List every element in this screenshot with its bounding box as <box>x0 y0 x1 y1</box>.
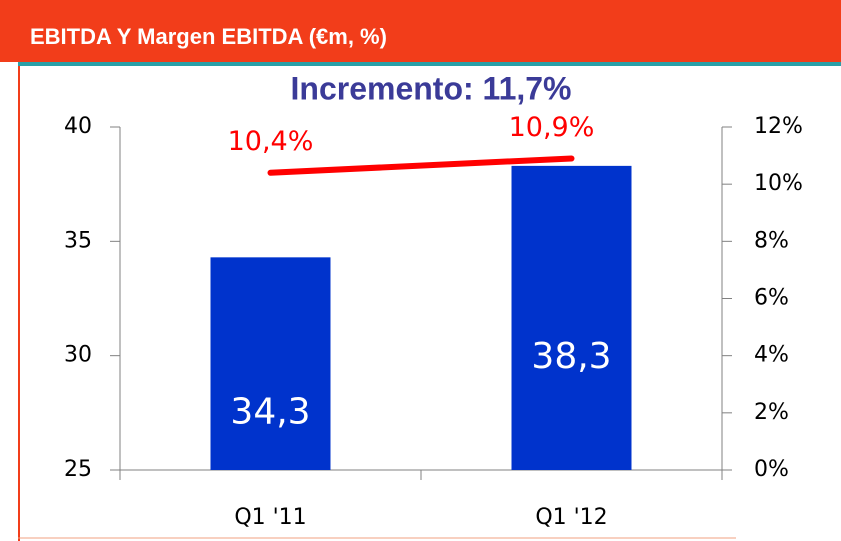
y2-tick-label: 2% <box>754 400 789 425</box>
bar <box>511 165 632 470</box>
x-tick-label: Q1 '11 <box>234 505 306 530</box>
bar-label: 38,3 <box>531 336 611 377</box>
bar-label: 34,3 <box>230 392 310 433</box>
y-tick-label: 30 <box>64 343 92 368</box>
header-rule <box>18 62 841 66</box>
y2-tick-label: 10% <box>754 171 803 196</box>
y2-tick-label: 4% <box>754 343 789 368</box>
line-label: 10,4% <box>228 126 314 157</box>
x-tick-label: Q1 '12 <box>535 505 607 530</box>
y-tick-label: 35 <box>64 228 92 253</box>
y2-tick-label: 8% <box>754 228 789 253</box>
left-border <box>18 66 20 541</box>
line-label: 10,9% <box>509 112 595 143</box>
bar <box>210 257 331 470</box>
y2-tick-label: 6% <box>754 286 789 311</box>
annotation: Incremento: 11,7% <box>291 70 572 106</box>
line <box>267 155 575 176</box>
y2-tick-label: 0% <box>754 457 789 482</box>
chart-title: EBITDA Y Margen EBITDA (€m, %) <box>30 24 387 49</box>
header-bar <box>0 0 841 62</box>
y-tick-label: 40 <box>64 114 92 139</box>
y-tick-label: 25 <box>64 457 92 482</box>
y2-tick-label: 12% <box>754 114 803 139</box>
